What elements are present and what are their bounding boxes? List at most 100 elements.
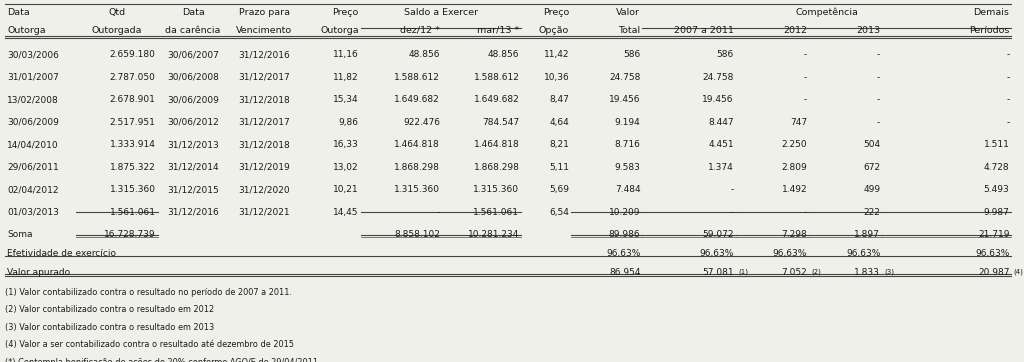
Text: Data: Data	[182, 8, 205, 17]
Text: 1.492: 1.492	[781, 185, 807, 194]
Text: 1.588.612: 1.588.612	[473, 73, 519, 82]
Text: 59.072: 59.072	[702, 231, 734, 240]
Text: (2): (2)	[811, 268, 821, 274]
Text: -: -	[1007, 95, 1010, 104]
Text: Data: Data	[7, 8, 30, 17]
Text: 1.561.061: 1.561.061	[473, 208, 519, 217]
Text: 1.315.360: 1.315.360	[394, 185, 440, 194]
Text: 1.511: 1.511	[983, 140, 1010, 149]
Text: 1.464.818: 1.464.818	[474, 140, 519, 149]
Text: Valor apurado: Valor apurado	[7, 268, 71, 277]
Text: 96,63%: 96,63%	[773, 249, 807, 258]
Text: 1.315.360: 1.315.360	[110, 185, 156, 194]
Text: Outorga: Outorga	[7, 26, 46, 35]
Text: Preço: Preço	[333, 8, 358, 17]
Text: 30/06/2007: 30/06/2007	[167, 50, 219, 59]
Text: Opção: Opção	[539, 26, 569, 35]
Text: 10.281.234: 10.281.234	[468, 231, 519, 240]
Text: 1.649.682: 1.649.682	[394, 95, 440, 104]
Text: 89.986: 89.986	[609, 231, 640, 240]
Text: 31/12/2015: 31/12/2015	[167, 185, 219, 194]
Text: 30/06/2012: 30/06/2012	[167, 118, 219, 127]
Text: 30/06/2009: 30/06/2009	[7, 118, 59, 127]
Text: 4,64: 4,64	[550, 118, 569, 127]
Text: 96,63%: 96,63%	[846, 249, 881, 258]
Text: 1.868.298: 1.868.298	[473, 163, 519, 172]
Text: 10,36: 10,36	[544, 73, 569, 82]
Text: 24.758: 24.758	[702, 73, 734, 82]
Text: 4.728: 4.728	[984, 163, 1010, 172]
Text: 19.456: 19.456	[702, 95, 734, 104]
Text: 8.447: 8.447	[709, 118, 734, 127]
Text: 96,63%: 96,63%	[606, 249, 640, 258]
Text: 586: 586	[624, 50, 640, 59]
Text: 31/12/2016: 31/12/2016	[239, 50, 290, 59]
Text: (2) Valor contabilizado contra o resultado em 2012: (2) Valor contabilizado contra o resulta…	[5, 305, 214, 314]
Text: 2.787.050: 2.787.050	[110, 73, 156, 82]
Text: 1.588.612: 1.588.612	[394, 73, 440, 82]
Text: 672: 672	[863, 163, 881, 172]
Text: 01/03/2013: 01/03/2013	[7, 208, 59, 217]
Text: Preço: Preço	[543, 8, 569, 17]
Text: (4) Valor a ser contabilizado contra o resultado até dezembro de 2015: (4) Valor a ser contabilizado contra o r…	[5, 340, 294, 349]
Text: 31/12/2018: 31/12/2018	[239, 95, 290, 104]
Text: 31/12/2021: 31/12/2021	[239, 208, 290, 217]
Text: 30/06/2009: 30/06/2009	[167, 95, 219, 104]
Text: 29/06/2011: 29/06/2011	[7, 163, 58, 172]
Text: Qtd: Qtd	[109, 8, 126, 17]
Text: -: -	[804, 208, 807, 217]
Text: 8.716: 8.716	[614, 140, 640, 149]
Text: 2.678.901: 2.678.901	[110, 95, 156, 104]
Text: 02/04/2012: 02/04/2012	[7, 185, 58, 194]
Text: (3): (3)	[885, 268, 894, 274]
Text: -: -	[1007, 50, 1010, 59]
Text: Vencimento: Vencimento	[237, 26, 293, 35]
Text: 24.758: 24.758	[609, 73, 640, 82]
Text: 31/12/2017: 31/12/2017	[239, 73, 290, 82]
Text: Prazo para: Prazo para	[239, 8, 290, 17]
Text: 222: 222	[863, 208, 881, 217]
Text: Efetividade de exercício: Efetividade de exercício	[7, 249, 116, 258]
Text: 30/03/2006: 30/03/2006	[7, 50, 59, 59]
Text: 31/01/2007: 31/01/2007	[7, 73, 59, 82]
Text: -: -	[731, 208, 734, 217]
Text: -: -	[804, 95, 807, 104]
Text: 6,54: 6,54	[549, 208, 569, 217]
Text: 31/12/2017: 31/12/2017	[239, 118, 290, 127]
Text: Total: Total	[618, 26, 640, 35]
Text: 8,47: 8,47	[549, 95, 569, 104]
Text: 7.052: 7.052	[781, 268, 807, 277]
Text: 19.456: 19.456	[609, 95, 640, 104]
Text: -: -	[437, 208, 440, 217]
Text: (3) Valor contabilizado contra o resultado em 2013: (3) Valor contabilizado contra o resulta…	[5, 323, 214, 332]
Text: 1.374: 1.374	[709, 163, 734, 172]
Text: -: -	[877, 118, 881, 127]
Text: dez/12 *: dez/12 *	[400, 26, 440, 35]
Text: 96,63%: 96,63%	[975, 249, 1010, 258]
Text: 5.493: 5.493	[984, 185, 1010, 194]
Text: 21.719: 21.719	[978, 231, 1010, 240]
Text: 1.833: 1.833	[854, 268, 881, 277]
Text: 1.315.360: 1.315.360	[473, 185, 519, 194]
Text: (*) Contempla bonificação de ações de 20% conforme AGO/E de 29/04/2011.: (*) Contempla bonificação de ações de 20…	[5, 358, 321, 362]
Text: 8,21: 8,21	[549, 140, 569, 149]
Text: (1): (1)	[738, 268, 748, 274]
Text: 5,69: 5,69	[549, 185, 569, 194]
Text: 14,45: 14,45	[334, 208, 358, 217]
Text: 13/02/2008: 13/02/2008	[7, 95, 58, 104]
Text: 2.809: 2.809	[781, 163, 807, 172]
Text: 922.476: 922.476	[403, 118, 440, 127]
Text: -: -	[877, 73, 881, 82]
Text: 31/12/2013: 31/12/2013	[167, 140, 219, 149]
Text: 31/12/2014: 31/12/2014	[167, 163, 219, 172]
Text: 20.987: 20.987	[978, 268, 1010, 277]
Text: 9.583: 9.583	[614, 163, 640, 172]
Text: 15,34: 15,34	[333, 95, 358, 104]
Text: -: -	[731, 185, 734, 194]
Text: 1.333.914: 1.333.914	[110, 140, 156, 149]
Text: 4.451: 4.451	[709, 140, 734, 149]
Text: 2013: 2013	[856, 26, 881, 35]
Text: 2012: 2012	[783, 26, 807, 35]
Text: 31/12/2020: 31/12/2020	[239, 185, 290, 194]
Text: -: -	[877, 50, 881, 59]
